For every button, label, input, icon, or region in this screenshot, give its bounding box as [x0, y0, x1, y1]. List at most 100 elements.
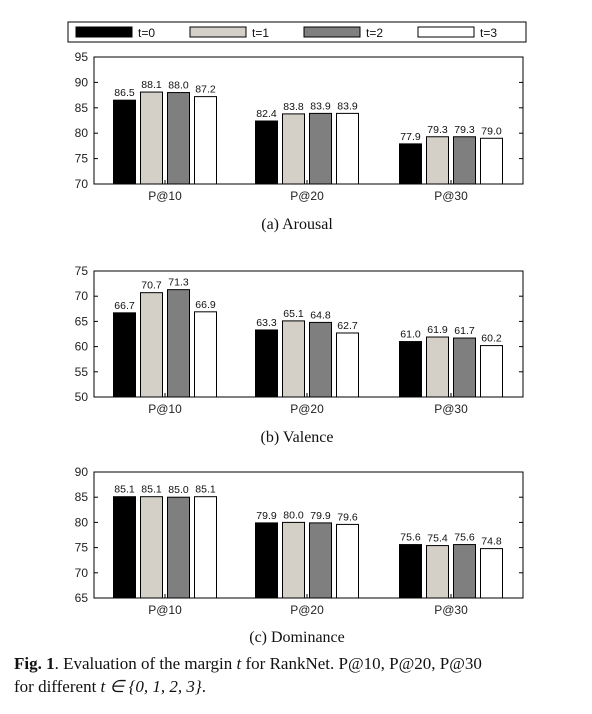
y-tick-label: 70 [75, 566, 89, 580]
data-label: 66.7 [114, 300, 135, 312]
data-label: 75.4 [427, 533, 448, 545]
data-label: 70.7 [141, 280, 162, 292]
bar [255, 522, 278, 599]
x-tick-label: P@10 [148, 402, 182, 416]
legend-label: t=0 [138, 26, 155, 40]
bar [167, 289, 190, 398]
caption-text-tail: for RankNet. P@10, P@20, P@30 [241, 654, 482, 673]
bar [113, 496, 136, 599]
chart-panel-dominance: 65 70 75 80 85 90 85.1 85.1 85.0 85.1 79.9 80.0 79.… [75, 465, 524, 646]
plot-area [93, 471, 524, 599]
data-label: 61.7 [454, 325, 475, 337]
bar [282, 521, 305, 599]
data-label: 88.1 [141, 79, 162, 91]
bar [453, 337, 476, 398]
y-tick-label: 70 [75, 289, 89, 303]
legend-swatch [303, 26, 361, 38]
y-tick-label: 80 [75, 126, 89, 140]
data-label: 64.8 [310, 309, 331, 321]
data-label: 83.8 [283, 101, 304, 113]
plot-area [93, 270, 524, 398]
y-tick-label: 85 [75, 490, 89, 504]
y-tick-label: 70 [75, 177, 89, 191]
y-tick-label: 55 [75, 365, 89, 379]
bar [480, 345, 503, 398]
caption-line2-end: . [202, 677, 206, 696]
legend-swatch [189, 26, 247, 38]
x-tick-label: P@30 [434, 402, 468, 416]
data-label: 79.6 [337, 511, 358, 523]
bar [399, 341, 422, 398]
x-tick-label: P@20 [290, 189, 324, 203]
plot-area [93, 56, 524, 185]
data-label: 65.1 [283, 308, 304, 320]
bar [140, 292, 163, 398]
bar [255, 120, 278, 185]
y-tick-label: 80 [75, 515, 89, 529]
data-label: 86.5 [114, 87, 135, 99]
y-tick-label: 90 [75, 75, 89, 89]
data-label: 60.2 [481, 333, 502, 345]
panel-caption: (a) Arousal [261, 216, 333, 233]
data-label: 79.0 [481, 125, 502, 137]
legend-swatch [417, 26, 475, 38]
bar [336, 523, 359, 599]
x-tick-label: P@10 [148, 603, 182, 617]
data-label: 85.0 [168, 484, 189, 496]
data-label: 85.1 [114, 484, 135, 496]
x-tick-label: P@30 [434, 603, 468, 617]
chart-panel-valence: 50 55 60 65 70 75 66.7 70.7 71.3 66.9 63.3 65.1 64.… [75, 264, 524, 446]
data-label: 77.9 [400, 131, 421, 143]
bar [426, 136, 449, 185]
bar [194, 96, 217, 185]
bar [453, 136, 476, 185]
bar [309, 321, 332, 398]
panel-caption: (b) Valence [261, 429, 334, 446]
bar [336, 112, 359, 185]
legend-label: t=1 [252, 26, 269, 40]
bar [140, 91, 163, 185]
data-label: 75.6 [400, 532, 421, 544]
y-tick-label: 65 [75, 314, 89, 328]
caption-line-1: Fig. 1. Evaluation of the margin t for R… [14, 654, 482, 673]
bar [282, 320, 305, 398]
bar [309, 112, 332, 185]
x-tick-label: P@20 [290, 402, 324, 416]
data-label: 79.3 [454, 124, 475, 136]
chart-panel-arousal: 70 75 80 85 90 95 86.5 88.1 88.0 87.2 82.4 83.8 83.… [75, 50, 524, 233]
data-label: 79.9 [310, 510, 331, 522]
bar [140, 496, 163, 599]
bar [113, 312, 136, 398]
caption-var: t [237, 654, 243, 673]
caption-text: . Evaluation of the margin [55, 654, 237, 673]
data-label: 61.0 [400, 329, 421, 341]
data-label: 71.3 [168, 277, 189, 289]
bar [426, 545, 449, 599]
x-tick-label: P@20 [290, 603, 324, 617]
data-label: 82.4 [256, 108, 277, 120]
legend-swatch [75, 26, 133, 38]
x-tick-label: P@10 [148, 189, 182, 203]
data-label: 87.2 [195, 84, 216, 96]
data-label: 79.3 [427, 124, 448, 136]
y-tick-label: 75 [75, 152, 89, 166]
y-tick-label: 90 [75, 465, 89, 479]
y-tick-label: 60 [75, 340, 89, 354]
data-label: 61.9 [427, 324, 448, 336]
bar [255, 329, 278, 398]
bar [167, 92, 190, 185]
data-label: 74.8 [481, 536, 502, 548]
legend: t=0 t=1 t=2 t=3 [67, 21, 527, 43]
y-tick-label: 75 [75, 541, 89, 555]
y-tick-label: 65 [75, 591, 89, 605]
bar [113, 99, 136, 185]
bar [480, 548, 503, 599]
data-label: 85.1 [141, 484, 162, 496]
legend-label: t=3 [480, 26, 497, 40]
data-label: 63.3 [256, 317, 277, 329]
figure-caption: Fig. 1. Evaluation of the margin t for R… [14, 654, 482, 696]
bar [399, 143, 422, 185]
legend-box [67, 21, 527, 43]
caption-line2-start: for different [14, 677, 101, 696]
panel-caption: (c) Dominance [249, 629, 345, 646]
